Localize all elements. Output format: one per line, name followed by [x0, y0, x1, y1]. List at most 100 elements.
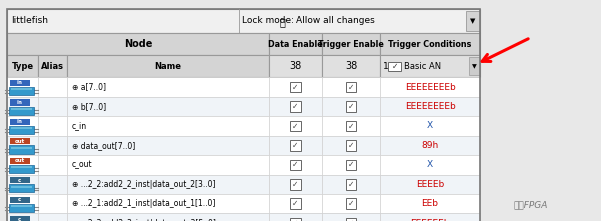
Bar: [9, 107, 34, 115]
Bar: [380, 97, 480, 116]
Bar: [346, 82, 356, 92]
Bar: [38, 175, 67, 194]
Bar: [269, 116, 322, 136]
Text: ✓: ✓: [292, 141, 298, 150]
Text: Trigger Enable: Trigger Enable: [318, 40, 384, 49]
Text: ✓: ✓: [348, 141, 354, 150]
Bar: [11, 108, 32, 110]
Text: ✓: ✓: [292, 180, 298, 189]
Text: ✓: ✓: [348, 160, 354, 169]
Bar: [290, 160, 300, 170]
Text: EEEEb: EEEEb: [416, 180, 444, 189]
Bar: [67, 77, 269, 97]
Bar: [10, 177, 30, 183]
Bar: [7, 155, 38, 175]
Bar: [380, 33, 480, 55]
Text: 1: 1: [383, 62, 389, 71]
Text: EEEEEEb: EEEEEEb: [410, 219, 450, 221]
Text: Name: Name: [154, 62, 182, 71]
Bar: [269, 97, 322, 116]
Bar: [9, 145, 34, 154]
Bar: [290, 218, 300, 221]
Bar: [269, 213, 322, 221]
Bar: [67, 136, 269, 155]
Bar: [7, 194, 38, 213]
Bar: [38, 97, 67, 116]
Bar: [290, 121, 300, 131]
Bar: [346, 218, 356, 221]
Bar: [290, 198, 300, 209]
Text: EEb: EEb: [421, 199, 439, 208]
Bar: [38, 136, 67, 155]
Bar: [466, 11, 480, 31]
Bar: [346, 179, 356, 190]
Bar: [9, 87, 34, 95]
Bar: [38, 213, 67, 221]
Bar: [380, 155, 480, 175]
Bar: [67, 116, 269, 136]
Bar: [269, 77, 322, 97]
Bar: [322, 55, 380, 77]
Bar: [346, 198, 356, 209]
Text: c_out: c_out: [72, 160, 92, 169]
Text: Lock mode:: Lock mode:: [242, 17, 294, 25]
Text: ⊕ a[7..0]: ⊕ a[7..0]: [72, 83, 106, 91]
Text: ▼: ▼: [471, 18, 475, 24]
Bar: [10, 119, 30, 125]
Bar: [290, 82, 300, 92]
Text: X: X: [427, 122, 433, 130]
Bar: [67, 194, 269, 213]
Text: ✓: ✓: [292, 219, 298, 221]
Bar: [322, 175, 380, 194]
Bar: [380, 213, 480, 221]
Text: c: c: [18, 178, 22, 183]
Text: ⊕ ...2_1:add2_1_inst|data_out_1[1..0]: ⊕ ...2_1:add2_1_inst|data_out_1[1..0]: [72, 199, 215, 208]
Text: ⊕ ...2_2:add2_2_inst|data_out_2[3..0]: ⊕ ...2_2:add2_2_inst|data_out_2[3..0]: [72, 180, 215, 189]
Bar: [269, 55, 322, 77]
Bar: [9, 126, 34, 134]
Bar: [11, 205, 32, 207]
Text: ✓: ✓: [292, 160, 298, 169]
Bar: [380, 136, 480, 155]
Bar: [11, 166, 32, 168]
Bar: [10, 138, 30, 145]
Bar: [38, 194, 67, 213]
Bar: [7, 116, 38, 136]
Bar: [269, 194, 322, 213]
Text: ✓: ✓: [392, 62, 398, 71]
Bar: [67, 55, 269, 77]
Text: ⊕ b[7..0]: ⊕ b[7..0]: [72, 102, 106, 111]
Text: out: out: [14, 158, 25, 163]
Bar: [9, 165, 34, 173]
Bar: [290, 140, 300, 151]
Text: Trigger Conditions: Trigger Conditions: [388, 40, 472, 49]
Text: littlefish: littlefish: [11, 17, 48, 25]
Bar: [10, 216, 30, 221]
Text: 38: 38: [345, 61, 357, 71]
Text: c: c: [18, 197, 22, 202]
Text: ⊕ ...2_3:add2_3_inst|data_out_3[5..0]: ⊕ ...2_3:add2_3_inst|data_out_3[5..0]: [72, 219, 215, 221]
Bar: [388, 62, 401, 71]
Text: Type: Type: [12, 62, 34, 71]
Bar: [380, 175, 480, 194]
Text: ✓: ✓: [292, 102, 298, 111]
Bar: [7, 55, 38, 77]
Bar: [9, 184, 34, 192]
Text: ✓: ✓: [292, 83, 298, 91]
Text: in: in: [17, 100, 23, 105]
Bar: [10, 99, 30, 106]
Bar: [7, 9, 480, 221]
Bar: [7, 213, 38, 221]
Bar: [346, 140, 356, 151]
Bar: [10, 158, 30, 164]
Bar: [346, 121, 356, 131]
Bar: [11, 127, 32, 129]
Bar: [10, 80, 30, 86]
Text: c_in: c_in: [72, 122, 87, 130]
Bar: [380, 55, 480, 77]
Text: X: X: [427, 160, 433, 169]
Bar: [38, 116, 67, 136]
Bar: [7, 33, 269, 55]
Text: ✓: ✓: [348, 122, 354, 130]
Text: in: in: [17, 80, 23, 86]
